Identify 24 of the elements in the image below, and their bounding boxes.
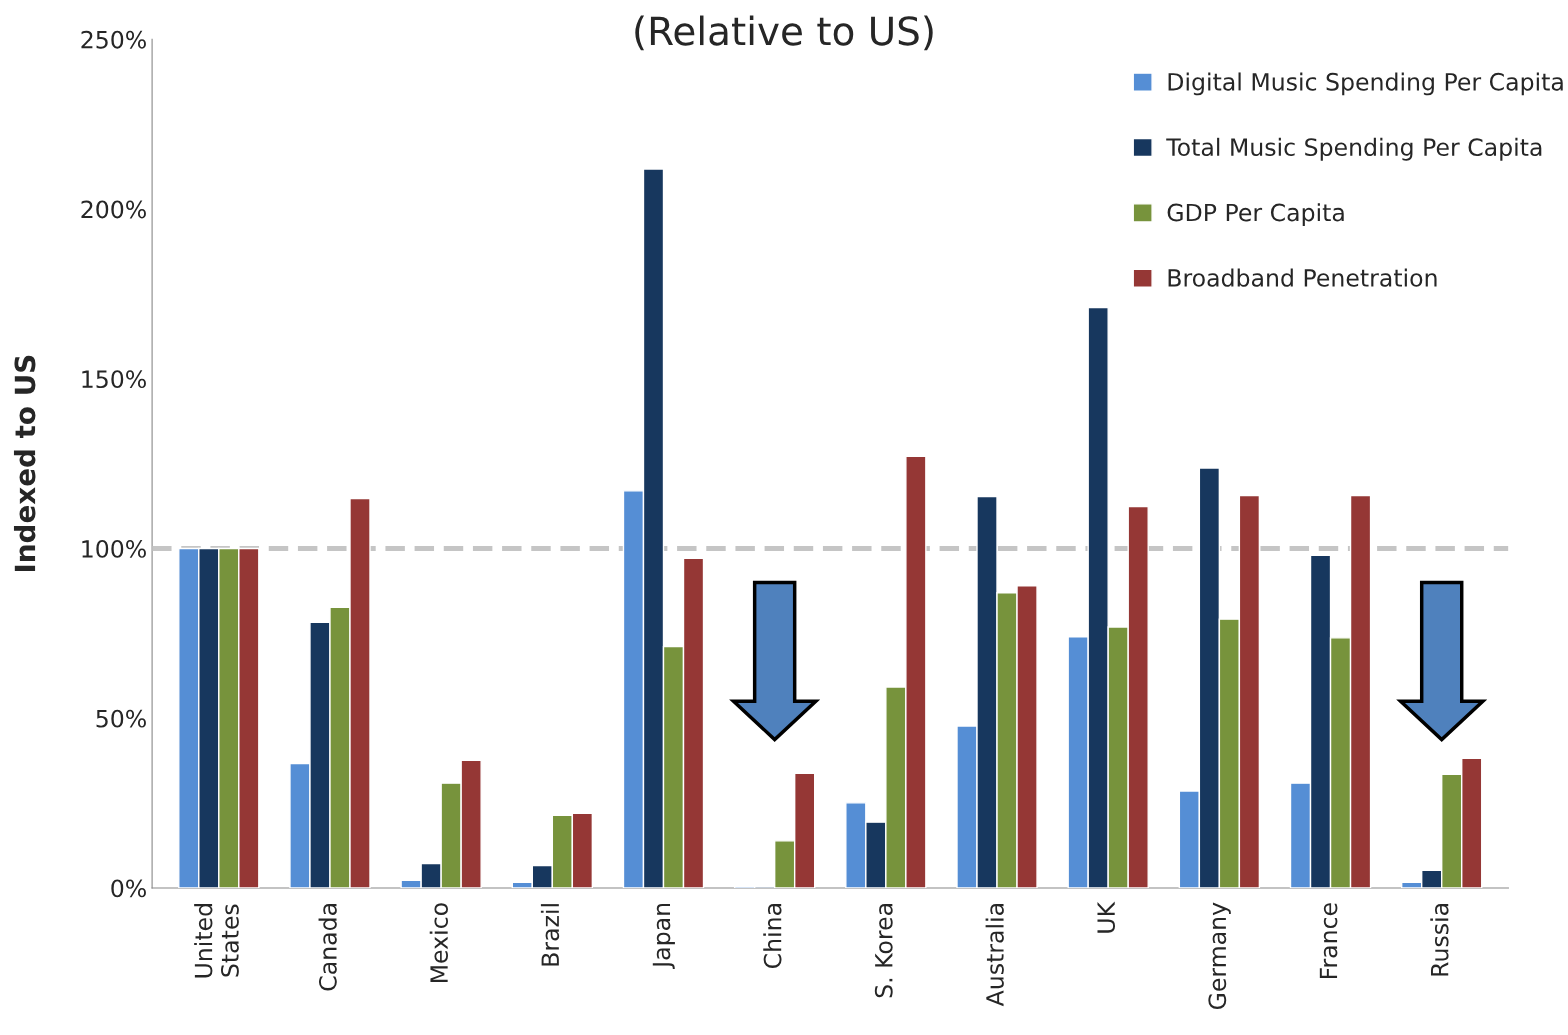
x-tick-label: Russia — [1430, 904, 1449, 976]
legend-label: Digital Music Spending Per Capita — [1168, 72, 1563, 96]
y-tick-label: 200% — [81, 200, 146, 219]
y-tick-label: 250% — [81, 30, 146, 49]
x-tick-label: France — [1319, 903, 1338, 979]
x-tick-label: Japan — [652, 903, 675, 969]
y-axis-title: Indexed to US — [13, 355, 36, 571]
legend-label: Broadband Penetration — [1168, 268, 1437, 287]
legend-label: Total Music Spending Per Capita — [1166, 137, 1542, 161]
y-tick-label: 0% — [111, 879, 146, 898]
y-tick-label: 100% — [82, 540, 146, 558]
x-tick-label: China — [763, 904, 782, 969]
x-tick-label: Canada — [318, 904, 337, 991]
chart-title: (Relative to US) — [635, 15, 933, 51]
x-tick-label: Germany — [1208, 902, 1231, 1010]
x-tick-label: S. Korea — [874, 904, 893, 998]
x-tick-label: Mexico — [429, 903, 448, 983]
x-tick-label: UK — [1097, 901, 1116, 933]
legend-label: GDP Per Capita — [1167, 203, 1344, 226]
x-tick-label: United States — [194, 904, 239, 978]
y-tick-label: 150% — [82, 370, 146, 389]
x-tick-label: Brazil — [540, 904, 560, 966]
y-tick-label: 50% — [96, 709, 146, 728]
x-tick-label: Australia — [985, 904, 1004, 1007]
